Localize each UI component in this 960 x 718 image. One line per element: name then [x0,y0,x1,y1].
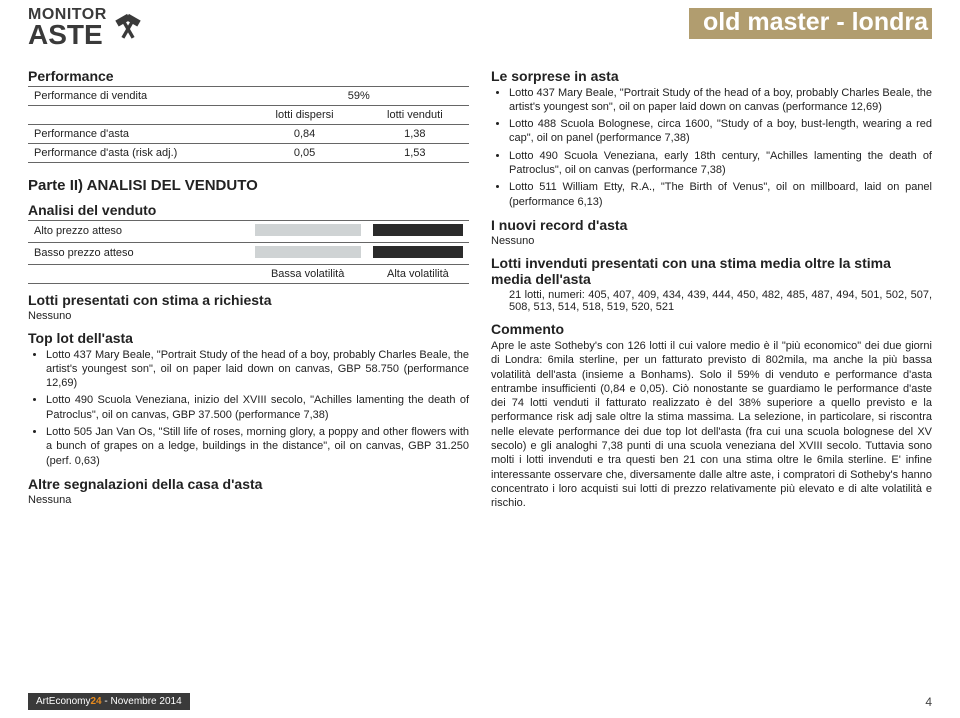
swatch-cell [249,242,367,264]
commento-heading: Commento [491,321,932,337]
swatch [255,246,361,258]
perf-col-header: lotti dispersi [249,105,361,124]
perf-value: 0,84 [249,124,361,143]
list-item: Lotto 490 Scuola Veneziana, inizio del X… [46,393,469,422]
footer-date: - Novembre 2014 [102,696,182,707]
venduto-row-label: Basso prezzo atteso [28,242,249,264]
toplot-heading: Top lot dell'asta [28,330,469,346]
swatch-cell [367,242,469,264]
hammers-icon [111,12,145,46]
swatch [255,224,361,236]
page-number: 4 [925,695,932,709]
swatch-cell [249,220,367,242]
invenduti-heading: Lotti invenduti presentati con una stima… [491,255,932,287]
page-footer: ArtEconomy24 - Novembre 2014 4 [0,693,960,710]
venduto-heading: Analisi del venduto [28,202,469,218]
commento-body: Apre le aste Sotheby's con 126 lotti il … [491,339,932,511]
altre-heading: Altre segnalazioni della casa d'asta [28,476,469,492]
logo-bottom: ASTE [28,22,107,47]
venduto-foot: Bassa volatilità [249,264,367,283]
parte2-heading: Parte II) ANALISI DEL VENDUTO [28,177,469,194]
brand-a: ArtEconomy [36,696,90,707]
invenduti-body: 21 lotti, numeri: 405, 407, 409, 434, 43… [491,289,932,313]
footer-brand: ArtEconomy24 - Novembre 2014 [28,693,190,710]
list-item: Lotto 488 Scuola Bolognese, circa 1600, … [509,117,932,146]
right-column: Le sorprese in asta Lotto 437 Mary Beale… [491,60,932,511]
perf-label: Performance d'asta [28,124,249,143]
lotti-stima-heading: Lotti presentati con stima a richiesta [28,292,469,308]
sorprese-list: Lotto 437 Mary Beale, "Portrait Study of… [491,86,932,209]
list-item: Lotto 437 Mary Beale, "Portrait Study of… [509,86,932,115]
perf-value: 0,05 [249,143,361,162]
swatch [373,246,463,258]
record-body: Nessuno [491,235,932,247]
perf-label: Performance di vendita [28,86,249,105]
altre-body: Nessuna [28,494,469,506]
main-columns: Performance Performance di vendita 59% l… [0,48,960,511]
list-item: Lotto 505 Jan Van Os, "Still life of ros… [46,425,469,468]
lotti-stima-body: Nessuno [28,310,469,322]
perf-value: 59% [249,86,470,105]
sorprese-heading: Le sorprese in asta [491,68,932,84]
perf-col-header: lotti venduti [361,105,469,124]
performance-heading: Performance [28,68,469,84]
performance-table: Performance di vendita 59% lotti dispers… [28,86,469,163]
brand-b: 24 [90,696,101,707]
title-band: old master - londra [689,8,932,39]
venduto-row-label: Alto prezzo atteso [28,220,249,242]
page-title: old master - londra [699,8,932,39]
perf-value: 1,38 [361,124,469,143]
swatch-cell [367,220,469,242]
logo: MONITOR ASTE [28,8,145,48]
list-item: Lotto 437 Mary Beale, "Portrait Study of… [46,348,469,391]
left-column: Performance Performance di vendita 59% l… [28,60,469,511]
swatch [373,224,463,236]
perf-label: Performance d'asta (risk adj.) [28,143,249,162]
perf-value: 1,53 [361,143,469,162]
list-item: Lotto 511 William Etty, R.A., "The Birth… [509,180,932,209]
toplot-list: Lotto 437 Mary Beale, "Portrait Study of… [28,348,469,468]
list-item: Lotto 490 Scuola Veneziana, early 18th c… [509,149,932,178]
record-heading: I nuovi record d'asta [491,217,932,233]
venduto-table: Alto prezzo atteso Basso prezzo atteso B… [28,220,469,284]
venduto-foot: Alta volatilità [367,264,469,283]
page-header: MONITOR ASTE old master - londra [0,0,960,48]
perf-label [28,105,249,124]
